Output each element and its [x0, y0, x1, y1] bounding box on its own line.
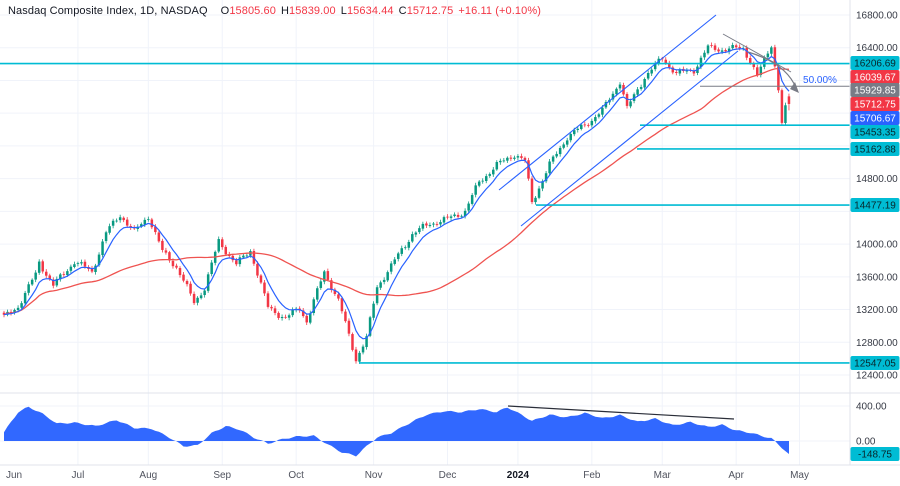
candles: [2, 42, 791, 364]
svg-text:2024: 2024: [507, 470, 530, 481]
time-axis[interactable]: Jun Jul Aug Sep Oct Nov Dec 2024 Feb Mar Apr May: [6, 470, 809, 481]
svg-text:Feb: Feb: [583, 470, 601, 481]
price-tag[interactable]: 16206.69: [850, 56, 900, 70]
high-label: H: [281, 5, 290, 17]
svg-text:15929.85: 15929.85: [854, 86, 896, 97]
price-level-lines[interactable]: [0, 62, 850, 364]
svg-text:14800.00: 14800.00: [856, 174, 898, 185]
svg-text:13600.00: 13600.00: [856, 272, 898, 283]
low-label: L: [340, 5, 347, 17]
svg-text:14477.19: 14477.19: [854, 201, 896, 212]
price-tag[interactable]: 15453.35: [850, 125, 900, 139]
svg-text:Apr: Apr: [728, 470, 744, 481]
svg-text:May: May: [790, 470, 809, 481]
price-tag[interactable]: -148.75: [850, 447, 900, 461]
change-value: +16.11 (+0.10%): [458, 5, 542, 17]
svg-text:15712.75: 15712.75: [854, 100, 896, 111]
svg-text:12800.00: 12800.00: [856, 338, 898, 349]
svg-text:14000.00: 14000.00: [856, 240, 898, 251]
price-tag[interactable]: 16039.67: [850, 70, 900, 84]
price-axis[interactable]: 16800.00 16400.00 14800.00 14000.00 13600.00…: [856, 11, 898, 448]
fib-50-label: 50.00%: [803, 75, 837, 86]
symbol-title[interactable]: Nasdaq Composite Index, 1D, NASDAQ: [8, 5, 208, 17]
oscillator-area: [4, 406, 789, 457]
gray-trendline[interactable]: [722, 33, 792, 73]
channel-line-1[interactable]: [498, 14, 717, 191]
open-value: 15805.60: [229, 5, 276, 17]
svg-text:Jul: Jul: [72, 470, 85, 481]
price-tag[interactable]: 14477.19: [850, 198, 900, 212]
svg-text:15162.88: 15162.88: [854, 145, 896, 156]
price-tag[interactable]: 15712.75: [850, 97, 900, 111]
svg-text:15453.35: 15453.35: [854, 128, 896, 139]
gridlines: [0, 0, 850, 465]
svg-text:16206.69: 16206.69: [854, 59, 896, 70]
svg-text:Nov: Nov: [365, 470, 383, 481]
svg-text:12400.00: 12400.00: [856, 371, 898, 382]
svg-text:Sep: Sep: [213, 470, 231, 481]
price-tag[interactable]: 15929.85: [850, 83, 900, 97]
svg-text:Mar: Mar: [654, 470, 672, 481]
svg-text:12547.05: 12547.05: [854, 359, 896, 370]
svg-text:13200.00: 13200.00: [856, 305, 898, 316]
symbol-header[interactable]: Nasdaq Composite Index, 1D, NASDAQ O15805…: [8, 5, 541, 17]
svg-text:16039.67: 16039.67: [854, 73, 896, 84]
price-tag[interactable]: 15706.67: [850, 111, 900, 125]
svg-text:Aug: Aug: [139, 470, 157, 481]
price-tags[interactable]: 16206.69 16039.67 15929.85 15712.75 15706.67…: [850, 56, 900, 461]
close-value: 15712.75: [406, 5, 454, 17]
price-tag[interactable]: 12547.05: [850, 356, 900, 370]
svg-text:0.00: 0.00: [856, 437, 876, 448]
ma-fast-line[interactable]: [3, 48, 790, 340]
svg-text:-148.75: -148.75: [858, 450, 892, 461]
svg-text:16800.00: 16800.00: [856, 11, 898, 22]
svg-text:Dec: Dec: [439, 470, 457, 481]
svg-text:400.00: 400.00: [856, 402, 887, 413]
price-tag[interactable]: 15162.88: [850, 142, 900, 156]
svg-text:Oct: Oct: [288, 470, 304, 481]
channel-line-2[interactable]: [520, 50, 739, 227]
svg-text:Jun: Jun: [6, 470, 22, 481]
low-value: 15634.44: [346, 5, 394, 17]
ma-slow-line[interactable]: [3, 67, 790, 316]
open-label: O: [220, 5, 230, 17]
high-value: 15839.00: [289, 5, 336, 17]
svg-text:16400.00: 16400.00: [856, 43, 898, 54]
projection-arrow-head: [790, 82, 799, 93]
svg-text:15706.67: 15706.67: [854, 114, 896, 125]
close-label: C: [398, 5, 407, 17]
oscillator-trendline[interactable]: [507, 405, 735, 420]
